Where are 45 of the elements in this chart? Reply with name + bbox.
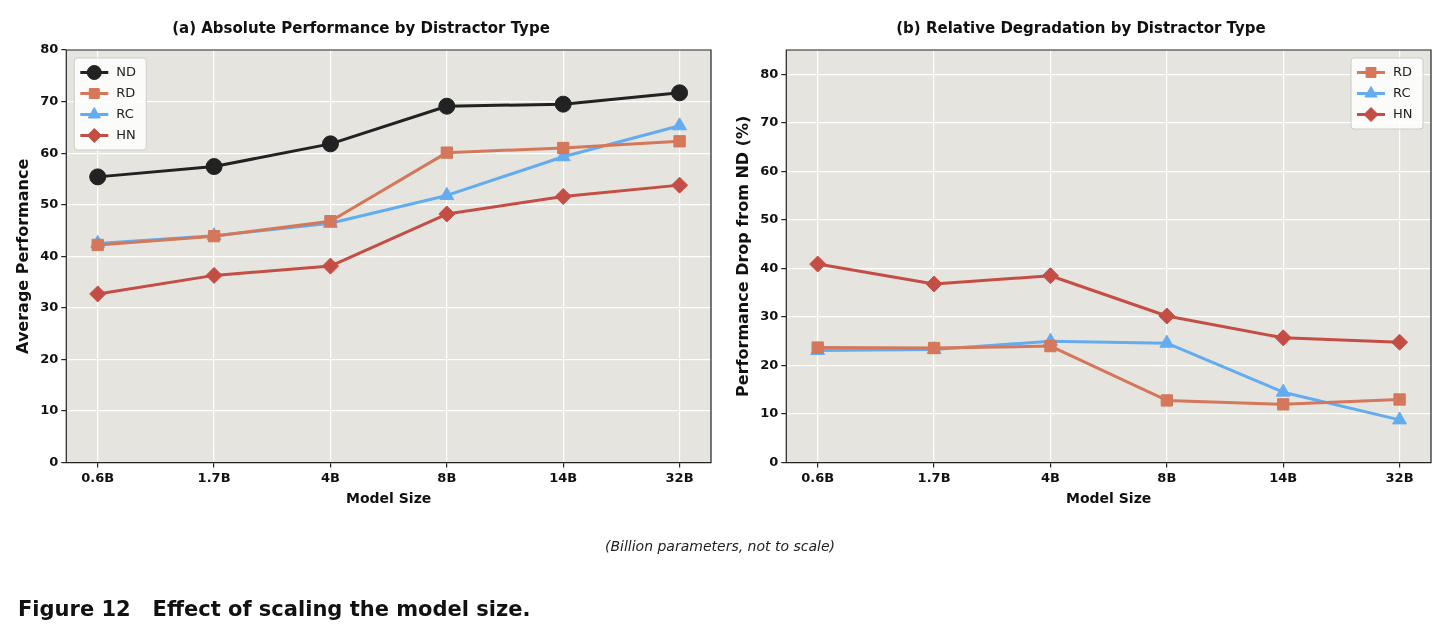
x-tick-label: 1.7B [917, 469, 951, 485]
caption: Figure 12 Effect of scaling the model size. [18, 597, 531, 621]
y-tick-label: 80 [760, 65, 779, 81]
y-tick-label: 30 [40, 299, 59, 315]
x-tick-label: 0.6B [801, 469, 835, 485]
y-tick-label: 10 [760, 405, 779, 421]
text: (Billion parameters, not to scale) [603, 538, 836, 554]
y-tick-label: 0 [49, 453, 59, 469]
y-tick-label: 50 [40, 196, 59, 212]
y-tick-label: 70 [760, 114, 779, 130]
chart-title: (a) Absolute Performance by Distractor Type [172, 18, 550, 37]
legend-label: HN [1393, 105, 1413, 121]
x-tick-label: 1.7B [197, 469, 231, 485]
legend-label: RD [1393, 63, 1413, 79]
y-tick-label: 70 [40, 92, 59, 108]
y-axis-title: Performance Drop from ND (%) [732, 115, 752, 397]
x-axis-title: Model Size [1066, 490, 1152, 507]
y-tick-label: 20 [760, 356, 779, 372]
legend-label: ND [116, 63, 137, 79]
x-tick-label: 8B [1157, 469, 1177, 485]
y-tick-label: 40 [760, 259, 779, 275]
x-tick-label: 0.6B [81, 469, 115, 485]
y-tick-label: 10 [40, 402, 59, 418]
y-tick-label: 80 [40, 41, 59, 57]
x-tick-label: 32B [1385, 469, 1414, 485]
x-axis-title: Model Size [346, 490, 432, 507]
legend-label: RC [1393, 84, 1411, 100]
x-tick-label: 14B [1269, 469, 1298, 485]
legend-label: HN [116, 126, 136, 142]
x-tick-label: 4B [320, 469, 340, 485]
y-tick-label: 0 [769, 453, 779, 469]
legend-label: RD [116, 84, 136, 100]
y-tick-label: 60 [760, 162, 779, 178]
x-tick-label: 8B [437, 469, 457, 485]
y-axis-title: Average Performance [12, 158, 32, 354]
y-tick-label: 40 [40, 247, 59, 263]
x-tick-label: 14B [549, 469, 578, 485]
y-tick-label: 20 [40, 350, 59, 366]
chart-title: (b) Relative Degradation by Distractor Type [896, 18, 1266, 37]
y-tick-label: 60 [40, 144, 59, 160]
x-tick-label: 32B [665, 469, 694, 485]
legend-label: RC [116, 105, 134, 121]
y-tick-label: 50 [760, 211, 779, 227]
y-tick-label: 30 [760, 308, 779, 324]
x-tick-label: 4B [1040, 469, 1060, 485]
